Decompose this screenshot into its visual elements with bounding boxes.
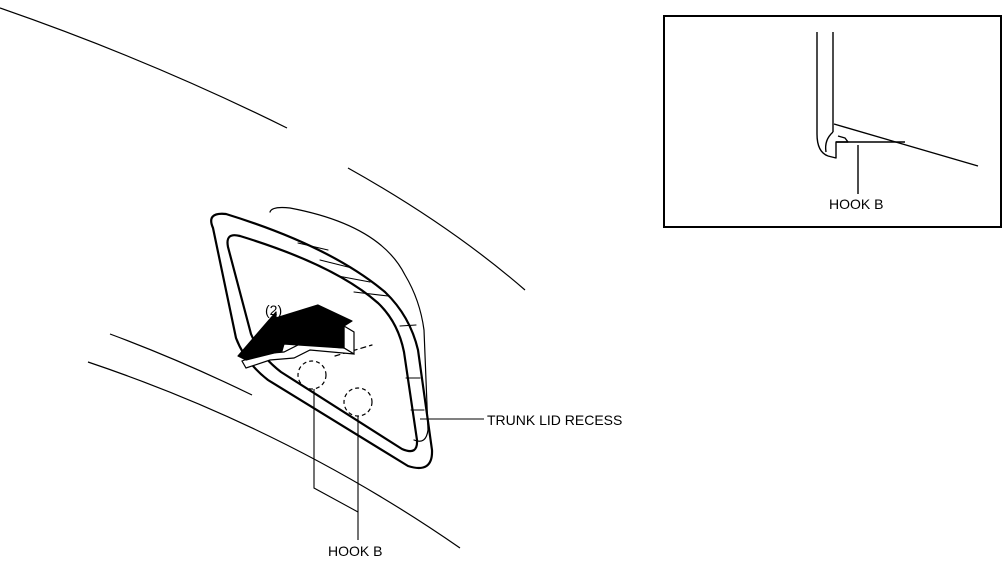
garnish-back-outline [269,206,429,442]
garnish-outer-flange [210,212,434,470]
removal-direction-arrow-icon [237,304,355,369]
hook-b-label: HOOK B [328,543,382,559]
garnish-rib-4 [353,291,389,297]
hook-b-leader [313,389,359,540]
detail-hook-profile [816,32,979,194]
hook-b-circle-right [343,387,373,417]
contour-line-left-lower [87,361,461,549]
detail-body-line-upper [833,123,979,167]
garnish-rib-1 [297,242,329,251]
contour-line-left-upper [109,333,253,396]
hook-b-circle-left [297,360,327,390]
contour-line-upper-right [347,167,526,291]
detail-panel-outer [816,32,829,157]
contour-line-top [0,7,288,129]
trunk-lid-recess-label: TRUNK LID RECESS [487,412,622,428]
detail-hook-b-label: HOOK B [829,196,883,212]
hook-b-locations [297,360,373,417]
detail-panel-curve [824,131,834,153]
garnish-rib-2 [319,259,353,269]
garnish-tick-1 [399,324,417,327]
hook-b-detail-inset: HOOK B [663,15,1002,228]
garnish-rib-3 [337,275,371,283]
arrow-body [237,304,353,361]
step-label: (2) [265,302,282,318]
garnish-inner-edge [226,234,419,453]
trunk-lid-contours [0,7,526,549]
hook-b-leader-left [313,389,359,513]
